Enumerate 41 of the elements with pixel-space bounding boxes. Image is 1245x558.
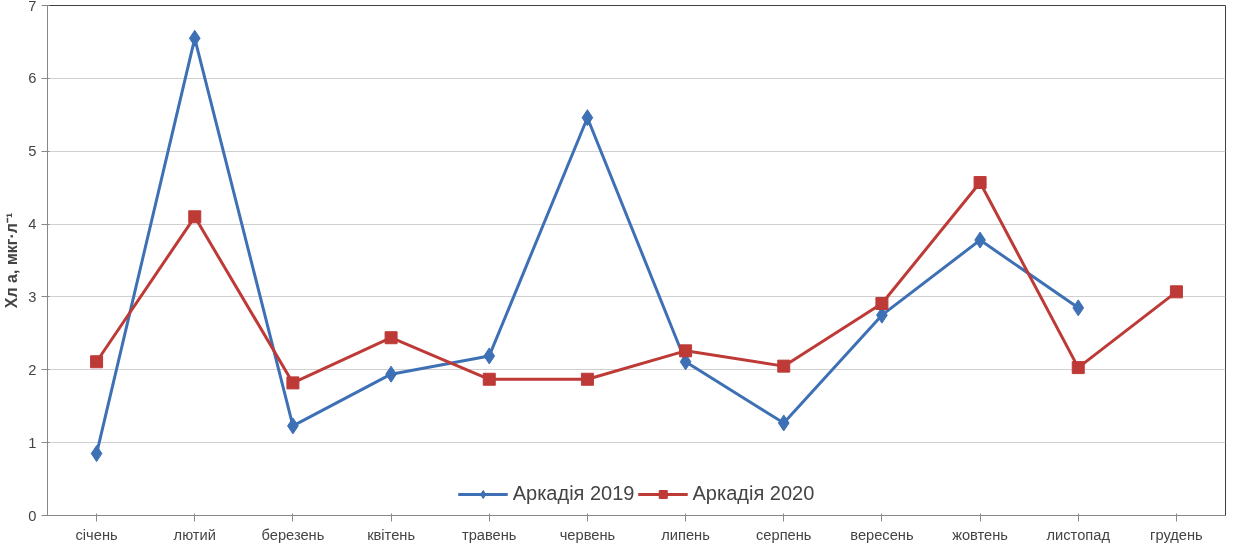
y-tick-label: 2 (28, 361, 37, 378)
point (482, 372, 496, 386)
x-tick-label: березень (261, 526, 325, 543)
x-tick-label: червень (559, 526, 616, 543)
point (384, 331, 398, 345)
point (777, 414, 790, 432)
x-tick-label: листопад (1046, 526, 1111, 543)
y-tick-label: 0 (28, 507, 37, 524)
y-tick-label: 4 (28, 216, 37, 233)
point (580, 372, 594, 386)
point (679, 344, 693, 358)
point (483, 347, 496, 365)
x-tick-label: вересень (850, 526, 914, 543)
point (188, 210, 202, 224)
x-tick-label: липень (661, 526, 711, 543)
point (90, 445, 103, 463)
point (1071, 361, 1085, 375)
y-tick-label: 5 (28, 143, 37, 160)
legend-label: Аркадія 2020 (692, 482, 815, 505)
x-tick-label: грудень (1150, 526, 1204, 543)
point (1072, 299, 1085, 317)
point (286, 376, 300, 390)
x-tick-label: лютий (173, 526, 216, 543)
point (90, 355, 104, 369)
x-tick-label: травень (461, 526, 517, 543)
y-tick-label: 3 (28, 288, 37, 305)
x-tick-label: квітень (367, 526, 416, 543)
y-tick-label: 7 (28, 0, 37, 14)
y-tick-label: 1 (28, 434, 37, 451)
point (875, 296, 889, 310)
x-tick-label: жовтень (952, 526, 1009, 543)
point (581, 109, 594, 127)
point (973, 176, 987, 190)
point (188, 29, 201, 47)
y-axis-title: Хл а, мкг·л⁻¹ (3, 212, 21, 309)
x-tick-label: серпень (756, 526, 812, 543)
x-tick-label: січень (75, 526, 118, 543)
point (1169, 285, 1183, 299)
legend-label: Аркадія 2019 (512, 482, 635, 505)
y-tick-label: 6 (28, 70, 37, 87)
point (777, 359, 791, 373)
